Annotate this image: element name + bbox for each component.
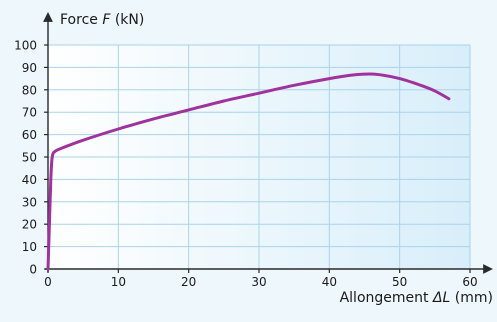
y-tick-label-60: 60 xyxy=(22,128,37,142)
y-tick-label-80: 80 xyxy=(22,83,37,97)
y-tick-label-0: 0 xyxy=(29,263,37,277)
x-axis-title: Allongement ΔL (mm) xyxy=(340,290,493,306)
y-tick-label-40: 40 xyxy=(22,173,37,187)
x-tick-label-20: 20 xyxy=(181,275,196,289)
series-line-force xyxy=(46,72,451,271)
y-tick-label-10: 10 xyxy=(22,240,37,254)
y-axis-title: Force F (kN) xyxy=(60,12,144,28)
y-tick-label-50: 50 xyxy=(22,151,37,165)
y-tick-label-70: 70 xyxy=(22,106,37,120)
x-axis-title-unit: (mm) xyxy=(450,290,493,306)
y-axis-title-unit: (kN) xyxy=(110,12,144,28)
x-tick-label-50: 50 xyxy=(392,275,407,289)
grid-lines xyxy=(48,44,471,269)
x-tick-label-0: 0 xyxy=(44,275,52,289)
y-tick-label-20: 20 xyxy=(22,218,37,232)
y-tick-labels: 0 10 20 30 40 50 60 70 80 90 100 xyxy=(14,39,37,277)
x-tick-label-10: 10 xyxy=(111,275,126,289)
y-tick-label-90: 90 xyxy=(22,61,37,75)
y-axis-title-variable: F xyxy=(102,12,111,28)
x-tick-label-30: 30 xyxy=(251,275,266,289)
x-tick-labels: 0 10 20 30 40 50 60 xyxy=(44,275,477,289)
y-axis-title-text: Force xyxy=(60,12,102,28)
x-tick-label-60: 60 xyxy=(462,275,477,289)
y-tick-label-30: 30 xyxy=(22,195,37,209)
y-tick-label-100: 100 xyxy=(14,39,37,53)
x-axis-title-variable: ΔL xyxy=(432,290,450,306)
x-tick-label-40: 40 xyxy=(322,275,337,289)
x-axis-title-text: Allongement xyxy=(340,290,433,306)
